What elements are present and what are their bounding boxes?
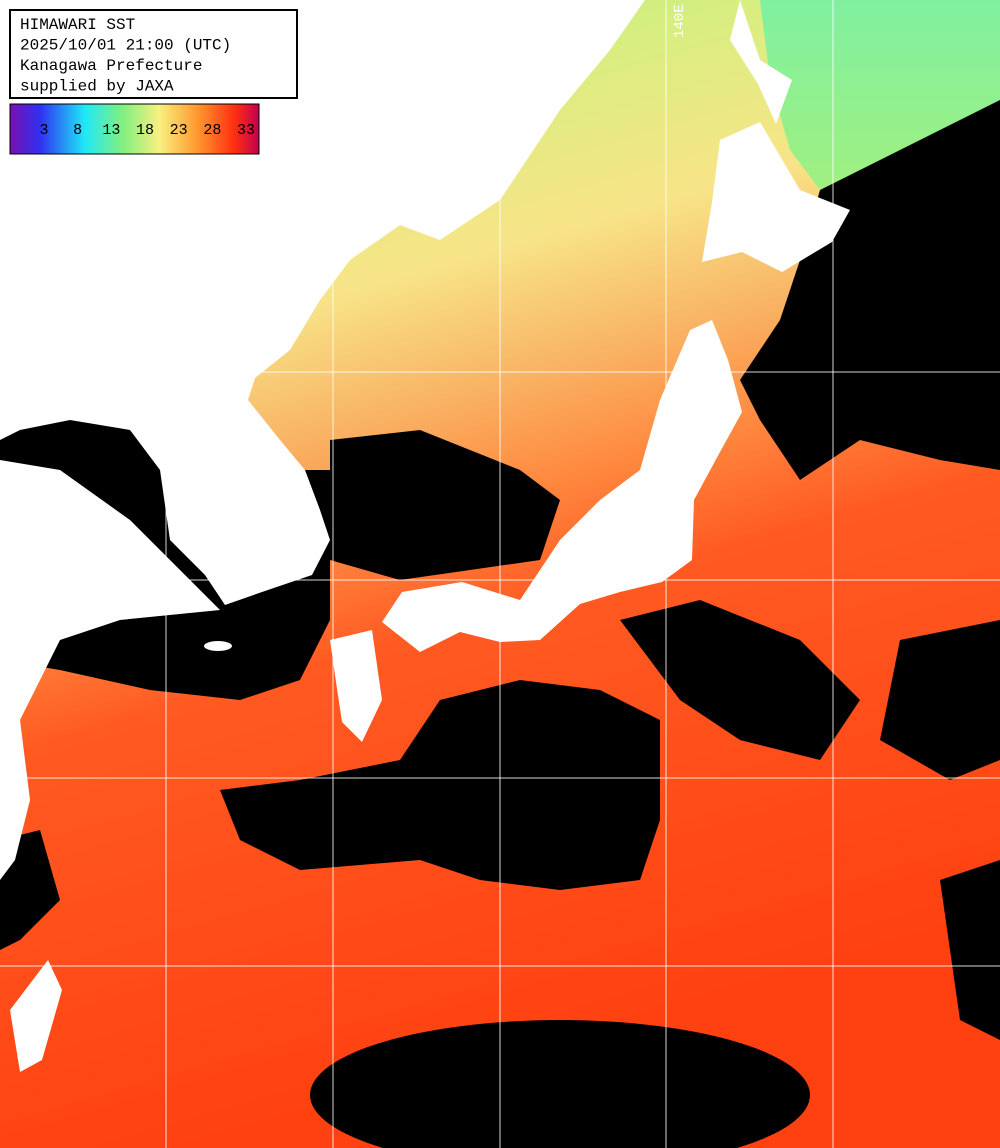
colorbar-label: 3 (39, 122, 48, 139)
header-line: Kanagawa Prefecture (20, 57, 202, 75)
china-coast (0, 460, 220, 880)
colorbar-scale (9, 103, 260, 155)
colorbar-label: 23 (170, 122, 188, 139)
kyushu (330, 630, 382, 742)
header-line: 2025/10/01 21:00 (UTC) (20, 37, 231, 55)
colorbar-label: 13 (102, 122, 120, 139)
colorbar-label: 28 (203, 122, 221, 139)
grid-labels: 140E 40N (8, 4, 688, 372)
cloud (330, 430, 560, 580)
jeju (204, 641, 232, 651)
header-line: supplied by JAXA (20, 78, 174, 96)
cloud (310, 1020, 810, 1148)
longitude-label: 140E (672, 4, 688, 38)
latitude-label: 40N (8, 356, 33, 372)
cloud (220, 680, 660, 890)
header-box (9, 9, 298, 99)
colorbar-label: 8 (73, 122, 82, 139)
cloud (740, 100, 1000, 480)
cloud (620, 600, 860, 760)
cloud (940, 860, 1000, 1040)
colorbar-label: 18 (136, 122, 154, 139)
sakhalin (730, 0, 792, 124)
colorbar: 3 8 13 18 23 28 33 (9, 103, 260, 155)
clouds (0, 100, 1000, 1148)
header-line: HIMAWARI SST (20, 16, 135, 34)
cool-water (760, 0, 1000, 190)
cloud (880, 620, 1000, 780)
hokkaido (702, 122, 850, 272)
honshu (382, 320, 742, 652)
header: HIMAWARI SST 2025/10/01 21:00 (UTC) Kanaga… (9, 9, 298, 99)
colorbar-label: 33 (237, 122, 255, 139)
taiwan (10, 960, 62, 1072)
